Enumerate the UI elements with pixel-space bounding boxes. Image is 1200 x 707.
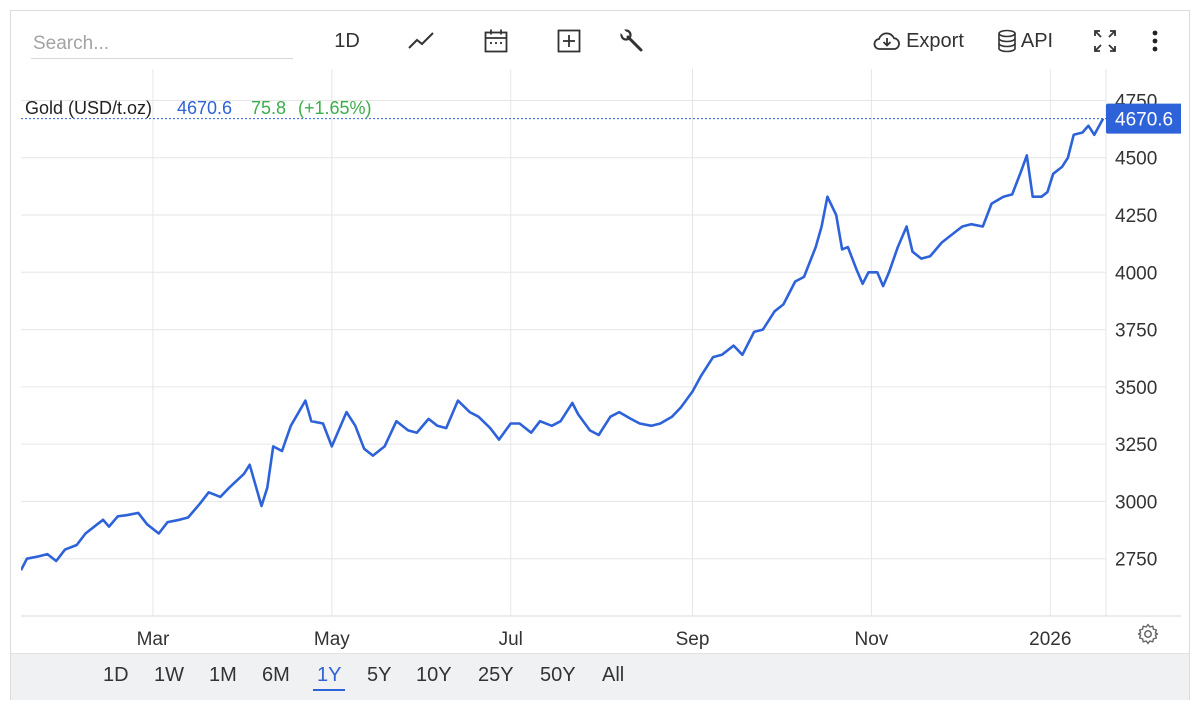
more-menu-button[interactable] bbox=[1143, 25, 1167, 57]
range-button-10y[interactable]: 10Y bbox=[416, 664, 452, 686]
x-tick-label: 2026 bbox=[1029, 629, 1071, 650]
x-tick-label: Nov bbox=[855, 629, 889, 650]
last-price-tag: 4670.6 bbox=[1106, 103, 1181, 134]
range-button-50y[interactable]: 50Y bbox=[540, 664, 576, 686]
export-button[interactable]: Export bbox=[867, 25, 969, 57]
api-label: API bbox=[1020, 29, 1054, 52]
price-change-percent: (+1.65%) bbox=[298, 98, 372, 118]
y-tick-label: 4500 bbox=[1115, 149, 1157, 170]
cloud-download-icon bbox=[873, 32, 901, 50]
chart-toolbar: 1D bbox=[11, 11, 1189, 69]
range-button-6m[interactable]: 6M bbox=[262, 664, 290, 686]
add-indicator-button[interactable] bbox=[552, 25, 586, 57]
database-icon bbox=[998, 29, 1016, 53]
x-tick-label: May bbox=[314, 629, 350, 650]
chart-widget: 1D bbox=[10, 10, 1190, 700]
date-range-button[interactable] bbox=[479, 25, 513, 57]
wrench-icon bbox=[619, 28, 643, 52]
tools-button[interactable] bbox=[615, 25, 649, 57]
range-button-1m[interactable]: 1M bbox=[209, 664, 237, 686]
y-tick-label: 3750 bbox=[1115, 321, 1157, 342]
fullscreen-button[interactable] bbox=[1089, 25, 1121, 57]
interval-button[interactable]: 1D bbox=[329, 25, 365, 57]
x-tick-label: Jul bbox=[499, 629, 523, 650]
range-selector: 1D 1W 1M 6M 1Y 5Y 10Y 25Y 50Y All bbox=[11, 653, 1189, 700]
add-box-icon bbox=[557, 29, 581, 53]
x-tick-label: Mar bbox=[137, 629, 170, 650]
export-label: Export bbox=[906, 29, 964, 52]
current-price: 4670.6 bbox=[177, 98, 232, 118]
range-button-1y[interactable]: 1Y bbox=[313, 664, 346, 691]
y-tick-label: 3000 bbox=[1115, 492, 1157, 513]
y-tick-label: 3500 bbox=[1115, 378, 1157, 399]
x-axis: Mar May Jul Sep Nov 2026 bbox=[137, 629, 1072, 650]
last-price-label: 4670.6 bbox=[1115, 110, 1173, 131]
gridlines bbox=[21, 69, 1181, 617]
range-button-1d[interactable]: 1D bbox=[103, 664, 129, 686]
search-input[interactable] bbox=[31, 29, 293, 59]
range-button-1w[interactable]: 1W bbox=[154, 664, 184, 686]
more-vertical-icon bbox=[1152, 30, 1158, 52]
y-tick-label: 4250 bbox=[1115, 206, 1157, 227]
range-button-5y[interactable]: 5Y bbox=[367, 664, 392, 686]
range-button-25y[interactable]: 25Y bbox=[478, 664, 514, 686]
y-tick-label: 4000 bbox=[1115, 263, 1157, 284]
interval-label: 1D bbox=[334, 29, 360, 52]
y-tick-label: 2750 bbox=[1115, 550, 1157, 571]
x-tick-label: Sep bbox=[676, 629, 710, 650]
fullscreen-icon bbox=[1094, 30, 1116, 52]
price-series-line bbox=[21, 117, 1105, 571]
price-change: 75.8 bbox=[251, 98, 286, 118]
chart-settings-button[interactable] bbox=[1137, 623, 1159, 650]
y-tick-label: 3250 bbox=[1115, 435, 1157, 456]
range-button-all[interactable]: All bbox=[602, 664, 625, 686]
chart-type-button[interactable] bbox=[403, 25, 439, 57]
line-chart-icon bbox=[408, 32, 434, 49]
api-button[interactable]: API bbox=[994, 25, 1056, 57]
instrument-name: Gold (USD/t.oz) bbox=[25, 98, 152, 118]
calendar-icon bbox=[484, 29, 508, 53]
gear-icon bbox=[1137, 623, 1159, 645]
